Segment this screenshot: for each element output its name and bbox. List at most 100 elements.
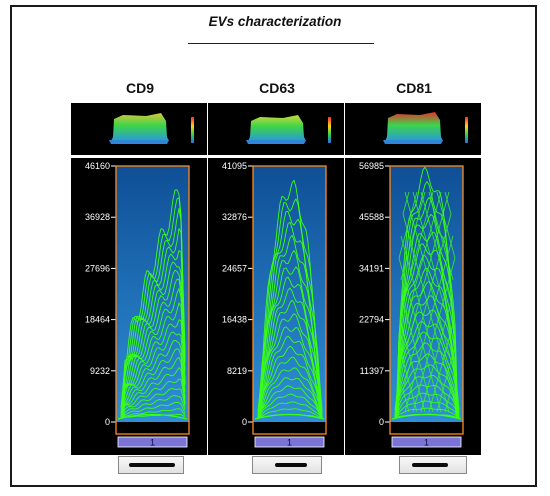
surface-thumbnail xyxy=(208,103,344,155)
colorbar xyxy=(191,117,194,143)
panel-label: CD9 xyxy=(125,80,154,96)
profile-trace xyxy=(120,339,186,419)
surface-thumbnail xyxy=(345,103,481,155)
colorbar xyxy=(328,117,331,143)
lane-profile-plot: 41095 32876 24657 16438 8219 0 1 xyxy=(208,158,344,455)
surface-shape xyxy=(248,115,306,141)
y-tick-label: 0 xyxy=(379,417,384,427)
profile-trace xyxy=(394,353,460,417)
mesh-line xyxy=(402,191,434,303)
baseline-trace xyxy=(391,413,462,420)
mesh-line xyxy=(444,191,452,215)
profile-trace xyxy=(120,395,186,419)
y-tick-label: 22794 xyxy=(359,315,384,325)
surface-plot-3d xyxy=(383,112,468,144)
lane-box xyxy=(391,436,462,448)
y-tick-label: 16438 xyxy=(222,315,247,325)
profile-traces xyxy=(394,166,460,419)
y-tick-label: 18464 xyxy=(85,315,110,325)
profile-trace xyxy=(257,393,323,419)
mesh-line xyxy=(398,345,418,413)
profile-trace xyxy=(120,413,186,419)
mesh-line xyxy=(400,191,450,369)
y-tick-label: 8219 xyxy=(227,366,247,376)
mesh-line xyxy=(420,301,452,413)
panel-cd81: CD81 56985 45588 34191 22794 11397 0 1 xyxy=(345,0,483,496)
profile-trace xyxy=(120,278,186,414)
y-tick-label: 32876 xyxy=(222,212,247,222)
lane-frame xyxy=(115,165,190,435)
mesh-line xyxy=(444,389,452,413)
y-tick-label: 27696 xyxy=(85,263,110,273)
mesh-line xyxy=(436,345,456,413)
profile-trace xyxy=(257,356,323,419)
baseline-trace xyxy=(254,413,325,420)
mesh-line xyxy=(400,235,450,413)
profile-trace xyxy=(120,356,186,416)
profile-trace xyxy=(257,287,323,419)
profile-trace xyxy=(257,276,323,419)
mesh-line xyxy=(436,191,456,259)
lane-frame xyxy=(389,165,464,435)
profile-trace xyxy=(257,408,323,419)
profile-trace xyxy=(394,374,460,419)
profile-trace xyxy=(394,255,460,419)
y-tick-label: 0 xyxy=(242,417,247,427)
figure-title: EVs characterization xyxy=(208,14,342,29)
lane-profile-svg: 56985 45588 34191 22794 11397 0 1 xyxy=(359,161,464,448)
profile-trace xyxy=(120,319,186,419)
title-underline xyxy=(188,43,374,44)
y-tick-label: 9232 xyxy=(90,366,110,376)
lane-box xyxy=(117,436,188,448)
surface-plot-3d xyxy=(109,113,194,144)
profile-trace xyxy=(257,210,323,419)
profile-trace xyxy=(257,179,323,419)
profile-trace xyxy=(394,331,460,419)
lane-number: 1 xyxy=(287,438,292,448)
surface-shape xyxy=(111,113,169,141)
western-blot-band xyxy=(399,456,467,474)
profile-traces xyxy=(257,179,323,419)
blot-signal xyxy=(129,463,175,467)
profile-trace xyxy=(120,388,186,419)
y-tick-label: 0 xyxy=(105,417,110,427)
y-tick-label: 34191 xyxy=(359,263,384,273)
surface-base xyxy=(246,140,306,144)
baseline-trace xyxy=(117,413,188,420)
profile-trace xyxy=(394,213,460,419)
profile-trace xyxy=(394,166,460,419)
surface-base xyxy=(109,140,169,144)
colorbar xyxy=(465,117,468,143)
y-tick-label: 24657 xyxy=(222,263,247,273)
profile-trace xyxy=(120,288,186,412)
profile-trace xyxy=(257,401,323,419)
mesh-line xyxy=(398,257,442,413)
profile-trace xyxy=(257,221,323,419)
mesh-line xyxy=(412,257,456,413)
western-blot-band xyxy=(118,456,184,474)
mesh-line xyxy=(412,191,456,347)
profile-trace xyxy=(394,407,460,419)
lane-number: 1 xyxy=(424,438,429,448)
profile-trace xyxy=(120,207,186,409)
mesh-line xyxy=(428,191,454,281)
panel-label: CD63 xyxy=(259,80,295,96)
profile-trace xyxy=(120,227,186,417)
western-blot-band xyxy=(252,456,322,474)
profile-trace xyxy=(394,281,460,417)
y-tick-label: 41095 xyxy=(222,161,247,171)
profile-trace xyxy=(120,261,186,419)
mesh-line xyxy=(400,191,426,281)
profile-trace xyxy=(394,384,460,419)
profile-trace xyxy=(120,367,186,417)
profile-trace xyxy=(120,401,186,419)
mesh-line xyxy=(404,235,454,413)
profile-trace xyxy=(257,326,323,417)
lane-profile-svg: 46160 36928 27696 18464 9232 0 1 xyxy=(85,161,190,448)
profile-trace xyxy=(257,345,323,419)
mesh-line xyxy=(420,191,452,303)
profile-trace xyxy=(120,408,186,419)
mesh-line xyxy=(402,301,434,413)
y-tick-label: 36928 xyxy=(85,212,110,222)
lane-profile-svg: 41095 32876 24657 16438 8219 0 1 xyxy=(222,161,327,448)
